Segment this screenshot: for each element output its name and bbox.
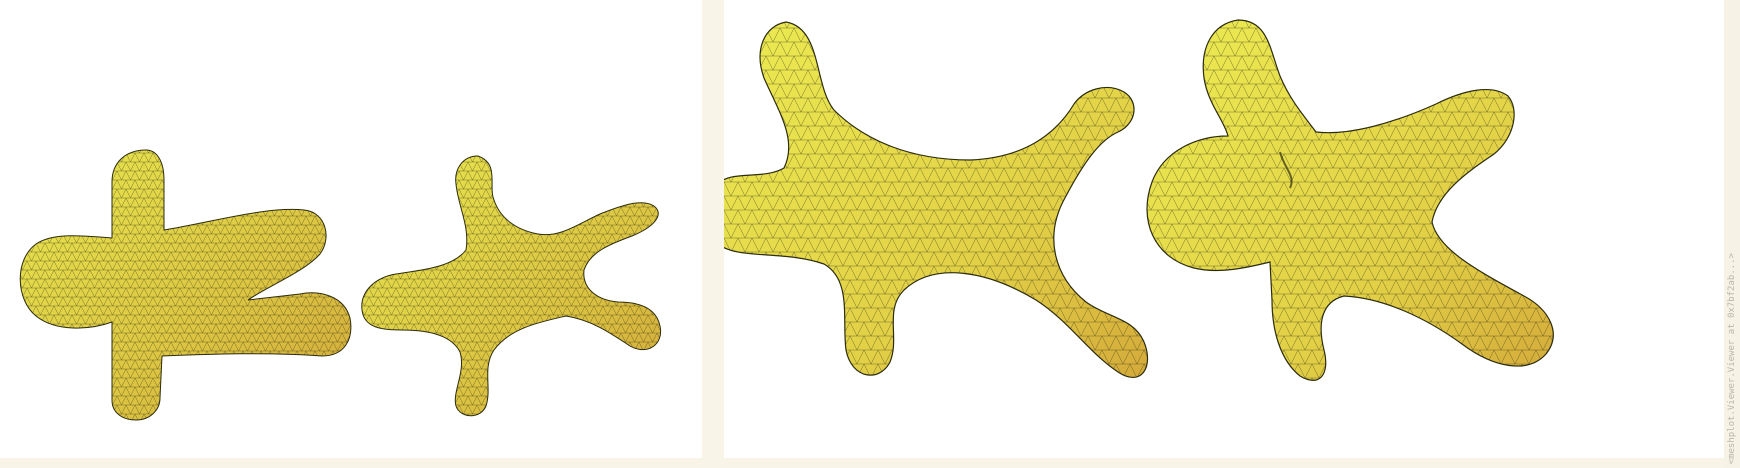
gingerbread-closeup	[1146, 19, 1554, 381]
viewer-panel-right[interactable]	[724, 0, 1724, 458]
viewer-watermark-text: <meshplot.Viewer.Viewer at 0x7bf2ab...>	[1727, 252, 1737, 464]
viewer-watermark: <meshplot.Viewer.Viewer at 0x7bf2ab...>	[1724, 0, 1740, 468]
viewer-bottom-frame	[0, 458, 1740, 468]
mesh-canvas-left[interactable]	[0, 0, 702, 458]
deformed-mesh-closeup	[724, 21, 1149, 379]
viewer-panel-left[interactable]	[0, 0, 702, 458]
mesh-canvas-right[interactable]	[724, 0, 1724, 458]
gingerbread-deformed-mesh	[361, 155, 662, 417]
viewer-side-frame	[1724, 0, 1740, 468]
panel-divider	[702, 0, 724, 468]
gingerbread-original-mesh	[19, 149, 352, 421]
